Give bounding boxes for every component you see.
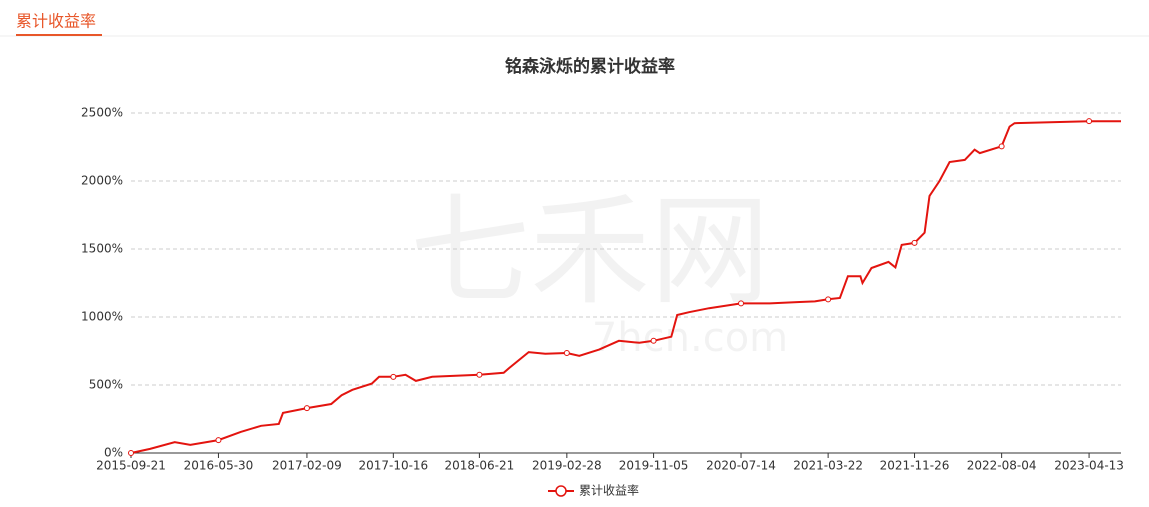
series-marker [738,300,745,307]
series-marker [825,296,832,303]
series-marker [215,437,222,444]
series-marker [303,405,310,412]
x-tick-label: 2021-03-22 [793,459,863,473]
legend-marker [555,485,567,497]
series-marker [1086,118,1093,125]
series-marker [128,450,134,456]
chart-title: 铭森泳烁的累计收益率 [505,56,675,77]
y-tick-label: 1000% [81,310,123,324]
x-tick-label: 2021-11-26 [880,459,950,473]
x-tick-label: 2023-04-13 [1054,459,1124,473]
x-tick-label: 2019-02-28 [532,459,602,473]
x-tick-label: 2015-09-21 [96,459,166,473]
series-marker [911,239,918,246]
x-tick-label: 2017-02-09 [272,459,342,473]
x-tick-label: 2019-11-05 [619,459,689,473]
x-tick-label: 2017-10-16 [358,459,428,473]
y-tick-label: 500% [89,378,123,392]
series-line [130,120,1121,454]
x-tick-label: 2016-05-30 [184,459,254,473]
y-tick-label: 2000% [81,174,123,188]
series-marker [650,337,657,344]
y-tick-label: 2500% [81,106,123,120]
y-tick-label: 1500% [81,242,123,256]
watermark: 七禾网 [410,183,770,322]
series-marker [476,371,483,378]
series-marker [390,373,397,380]
x-tick-label: 2022-08-04 [967,459,1037,473]
watermark: 7hcn.com [592,315,788,361]
x-tick-label: 2018-06-21 [445,459,515,473]
x-tick-label: 2020-07-14 [706,459,776,473]
series-marker [563,350,570,357]
series-marker [998,143,1005,150]
legend-label: 累计收益率 [579,483,639,498]
tab-label[interactable]: 累计收益率 [16,12,96,31]
y-tick-label: 0% [104,446,123,460]
